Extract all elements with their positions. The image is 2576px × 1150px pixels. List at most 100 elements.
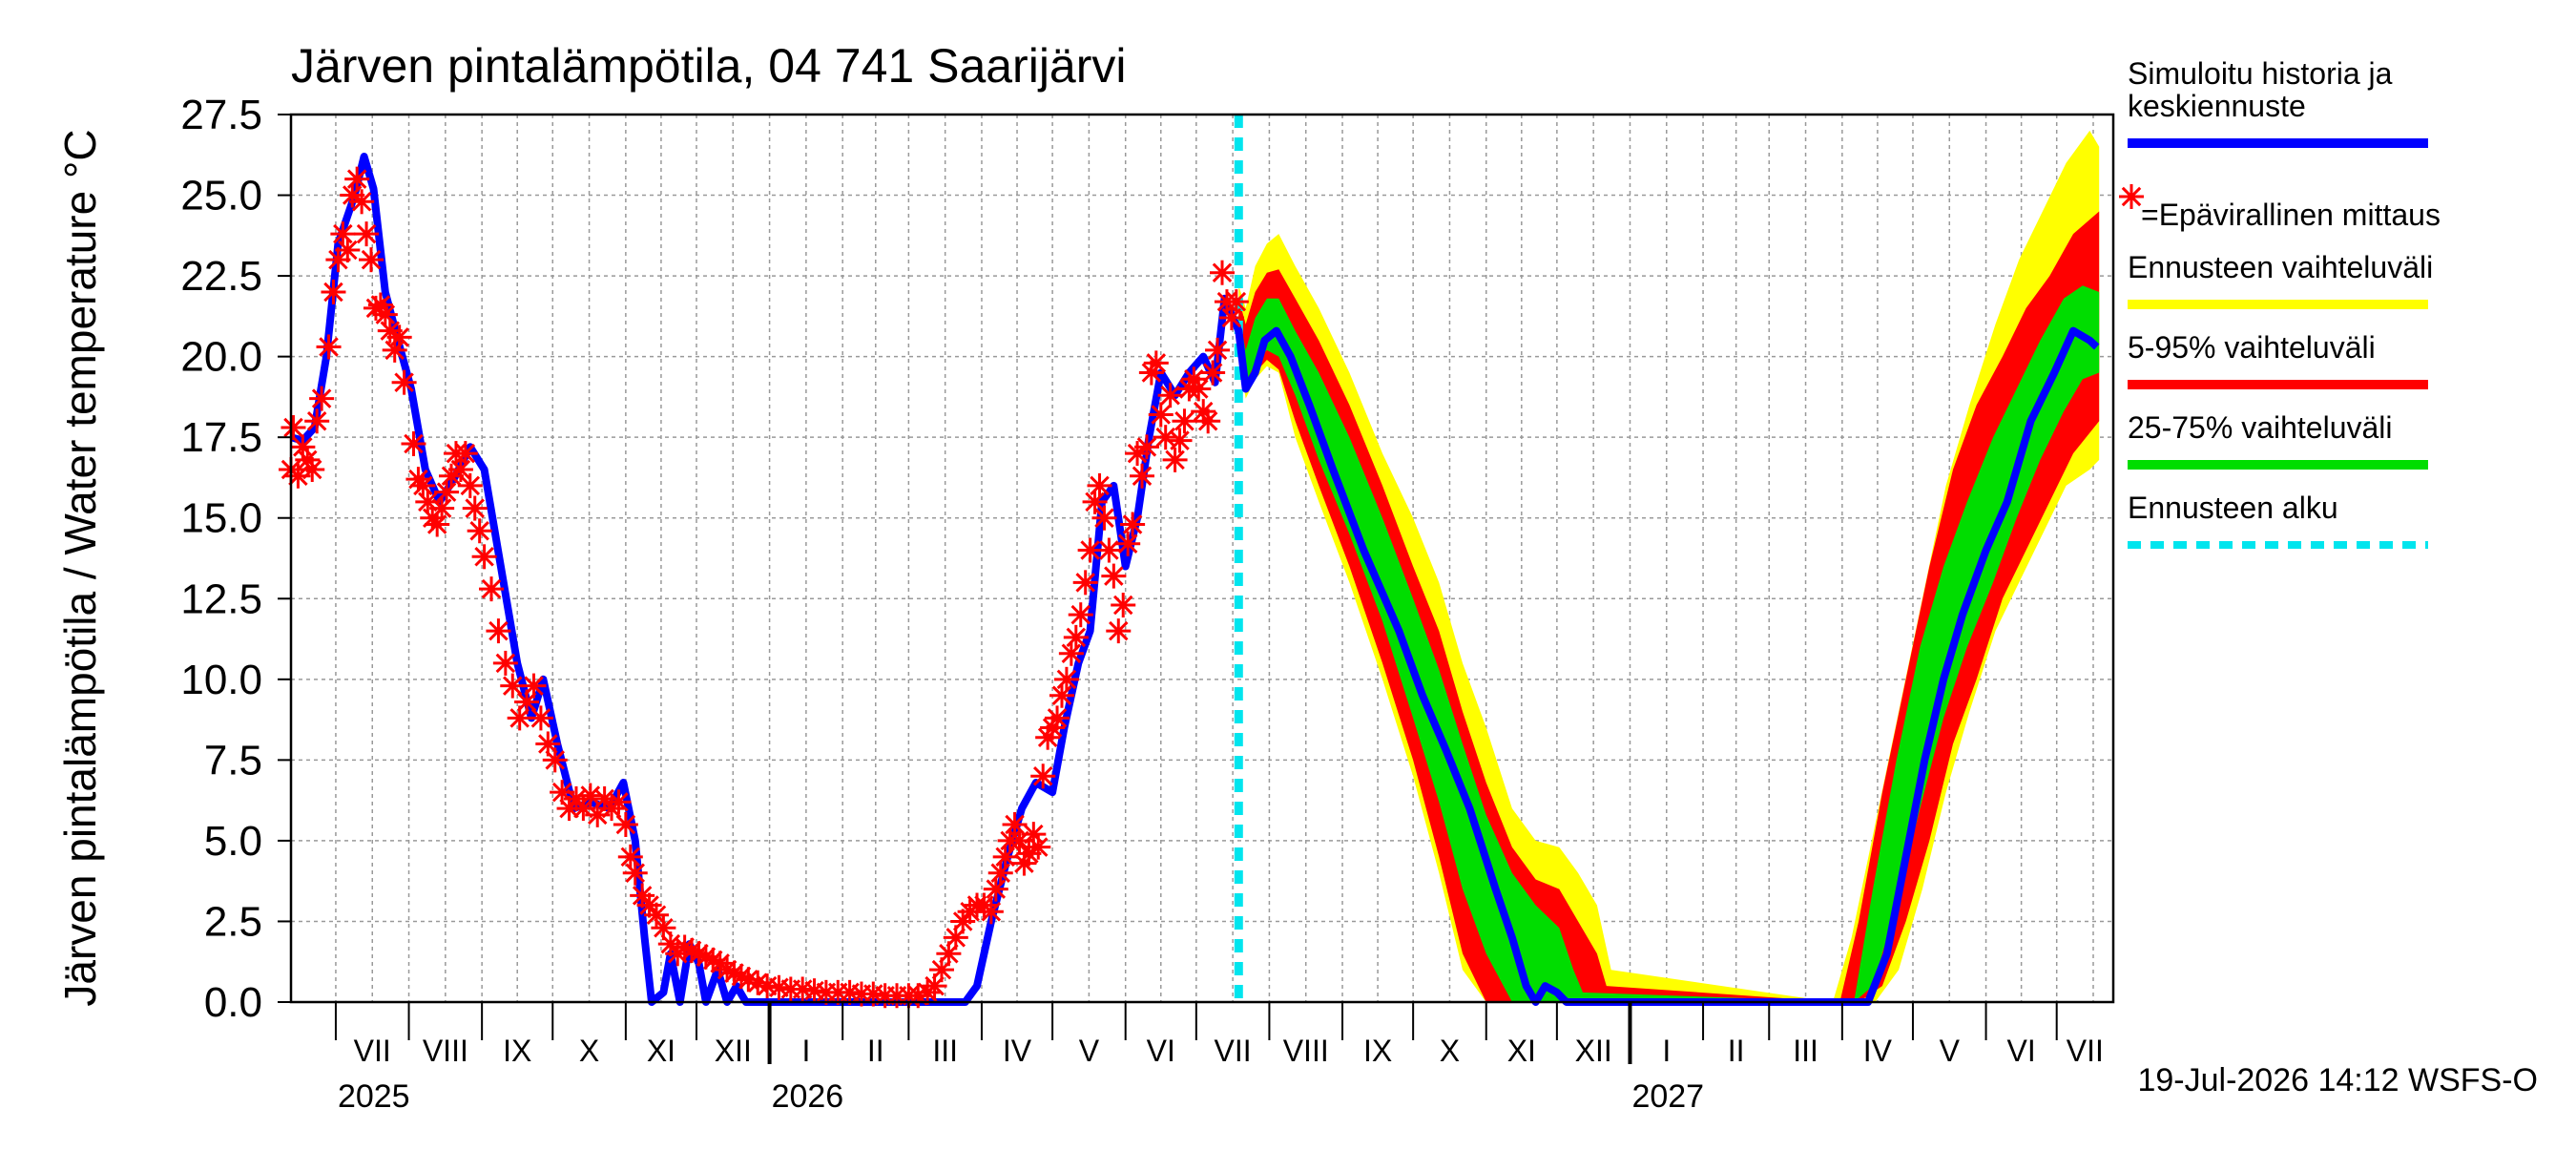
asterisk-stroke [1160,385,1180,406]
asterisk-stroke [1028,837,1049,857]
asterisk-stroke [639,895,659,915]
asterisk-stroke [495,653,516,674]
month-label: VII [2067,1034,2104,1068]
asterisk-stroke [1090,475,1110,496]
observation-point [280,415,306,441]
asterisk-stroke [389,327,409,347]
legend-label: Ennusteen vaihteluväli [2128,250,2433,284]
month-label: VII [354,1034,391,1068]
asterisk-stroke [1104,566,1124,586]
observation-point [344,166,370,192]
asterisk-stroke [1212,262,1233,282]
month-label: III [932,1034,958,1068]
asterisk-stroke [338,240,358,261]
observation-point [425,512,450,537]
observation-point [492,650,518,676]
plot-frame [278,113,2115,1064]
month-label: II [1728,1034,1745,1068]
asterisk-stroke [293,437,313,457]
month-label: XII [1575,1034,1612,1068]
observation-point [1087,472,1112,498]
asterisk-stroke [1080,540,1100,560]
asterisk-stroke [620,847,641,868]
asterisk-stroke [524,676,544,696]
observation-point [1129,463,1154,489]
asterisk-stroke [361,249,382,270]
observation-point [1058,640,1084,666]
asterisk-stroke [311,388,332,408]
asterisk-stroke [418,491,438,512]
asterisk-stroke [2121,186,2142,207]
year-label: 2026 [772,1078,844,1115]
asterisk-stroke [346,169,367,189]
observation-point [1133,434,1159,460]
observation-point [316,334,342,360]
observation-point [1111,593,1136,618]
month-label: I [801,1034,810,1068]
month-label: VIII [1283,1034,1329,1068]
y-tick-label: 22.5 [180,253,262,300]
observation-point [983,876,1008,902]
asterisk-stroke [1112,595,1133,616]
observation-point [1115,531,1141,556]
observation-point [1101,563,1127,589]
year-label: 2025 [338,1078,410,1115]
y-axis-label: Järven pintalämpötila / Water temperatur… [55,129,105,1006]
observation-point [1072,570,1098,596]
asterisk-stroke [469,521,489,541]
month-label: VI [2007,1034,2036,1068]
asterisk-stroke [370,295,391,315]
y-tick-label: 7.5 [204,737,262,784]
asterisk-stroke [530,708,551,728]
observation-point [1200,360,1226,386]
asterisk-stroke [306,411,327,431]
month-label: IX [503,1034,531,1068]
asterisk-stroke [1136,437,1157,457]
forecast-bands [1238,130,2100,1002]
observation-point [457,472,483,498]
observation-point [622,860,648,886]
asterisk-stroke [455,443,476,464]
month-label: IV [1863,1034,1893,1068]
observation-point [1045,705,1070,731]
asterisk-stroke [538,734,558,754]
observation-point [1223,289,1249,315]
legend-label: =Epävirallinen mittaus [2141,198,2441,232]
observation-point [1120,512,1146,537]
y-tick-label: 0.0 [204,979,262,1026]
grid-lines [291,114,2113,1003]
asterisk-stroke [1005,814,1025,835]
y-tick-label: 25.0 [180,173,262,220]
month-label: III [1793,1034,1818,1068]
asterisk-stroke [380,321,401,341]
observation-point [1049,682,1074,708]
observation-point [617,844,643,869]
observation-point [391,369,417,395]
asterisk-stroke [1202,363,1223,383]
simulated-line [289,153,2100,1006]
observation-point [1162,447,1188,472]
asterisk-stroke [319,337,339,357]
asterisk-stroke [545,750,565,770]
legend-label: 25-75% vaihteluväli [2128,410,2393,445]
observation-point [1106,618,1132,644]
observation-point [452,441,478,467]
observation-point [613,812,638,837]
asterisk-stroke [1165,450,1185,470]
observation-point [1053,666,1079,692]
observation-point [1063,624,1089,650]
legend-entry: 5-95% vaihteluväli [2128,330,2428,389]
observation-point [309,386,335,411]
observation-point [486,618,511,644]
observation-point [1030,763,1056,789]
observation-point [471,544,497,570]
asterisk-stroke [481,578,502,599]
legend-label: Ennusteen alku [2128,491,2338,525]
month-label: V [1079,1034,1100,1068]
asterisk-stroke [646,905,667,925]
observation-point [500,673,526,699]
asterisk-stroke [632,886,653,906]
asterisk-stroke [566,788,587,809]
observation-point [577,783,603,808]
plot-border [289,113,2115,1004]
